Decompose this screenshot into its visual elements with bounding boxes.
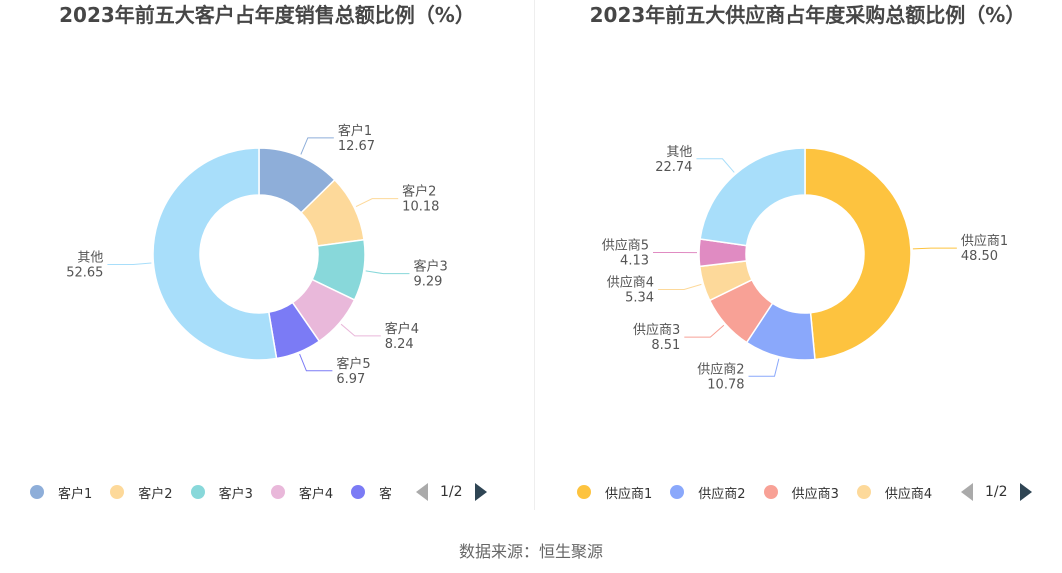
legend-label: 客户4: [298, 486, 334, 502]
legend-item-customer5[interactable]: 客户5: [351, 483, 391, 502]
donut-slice-6[interactable]: [699, 147, 806, 247]
label-leader-line: [748, 358, 780, 377]
legend-dot: [763, 485, 778, 499]
legend-pager: 1/2: [961, 478, 1032, 506]
legend-label: 客户5: [379, 486, 392, 502]
legend-label: 供应商2: [698, 486, 746, 502]
legend-dot: [110, 485, 125, 499]
slice-label-name: 供应商2: [697, 361, 744, 377]
label-leader-line: [696, 158, 735, 173]
label-leader-line: [300, 137, 334, 155]
legend-dot: [856, 485, 871, 499]
label-leader-line: [107, 262, 152, 265]
legend-dot: [577, 485, 591, 499]
label-leader-line: [912, 247, 957, 250]
slice-label-value: 5.34: [625, 290, 654, 305]
next-page-icon[interactable]: [474, 483, 487, 501]
legend-label: 客户2: [138, 486, 173, 502]
chart-title: 2023年前五大客户占年度销售总额比例（%）: [59, 3, 475, 27]
legend-item-supplier4[interactable]: 供应商4: [856, 483, 933, 502]
chart-legend: 客户1 客户2 客户3 客户4 客户5: [30, 478, 391, 506]
legend-pager: 1/2: [416, 478, 487, 506]
slice-label-value: 10.18: [402, 200, 439, 215]
legend-item-customer2[interactable]: 客户2: [110, 483, 173, 502]
slice-label-value: 9.29: [413, 275, 442, 290]
customer-chart-panel: 2023年前五大客户占年度销售总额比例（%） 客户1 12.67 客户2 10.18 客…: [0, 0, 534, 515]
label-leader-line: [340, 323, 381, 337]
legend-label: 供应商4: [884, 486, 933, 502]
slice-label-name: 客户2: [402, 184, 436, 200]
legend-item-customer4[interactable]: 客户4: [270, 483, 334, 502]
slice-label-value: 8.24: [385, 337, 414, 352]
slice-label-value: 8.51: [651, 338, 680, 353]
legend-item-customer3[interactable]: 客户3: [190, 483, 253, 502]
legend-item-supplier3[interactable]: 供应商3: [763, 483, 839, 502]
legend-label: 客户1: [58, 486, 93, 502]
donut-slice-1[interactable]: [804, 147, 912, 361]
legend-label: 客户3: [218, 486, 253, 502]
slice-label-name: 客户3: [413, 259, 447, 275]
label-leader-line: [684, 324, 725, 338]
legend-dot: [270, 485, 285, 499]
legend-dot: [670, 485, 685, 499]
slice-label-name: 供应商1: [961, 233, 1008, 249]
legend-label-clipped: 客户5: [379, 483, 391, 502]
data-source: 数据来源：恒生聚源: [458, 542, 603, 561]
slice-label-name: 客户1: [338, 123, 372, 139]
chart-legend: 供应商1 供应商2 供应商3 供应商4: [577, 478, 933, 506]
label-leader-line: [299, 353, 333, 372]
slice-label-name: 其他: [666, 145, 692, 160]
slice-label-name: 供应商3: [633, 322, 680, 338]
legend-label: 供应商1: [605, 486, 653, 502]
slice-label-value: 10.78: [707, 377, 744, 392]
legend-item-customer1[interactable]: 客户1: [30, 483, 92, 502]
slice-label-value: 48.50: [961, 249, 998, 264]
label-leader-line: [365, 270, 410, 275]
slice-label-value: 6.97: [336, 372, 365, 387]
label-leader-line: [355, 198, 399, 207]
prev-page-icon[interactable]: [416, 483, 428, 501]
legend-item-supplier2[interactable]: 供应商2: [670, 483, 746, 502]
slice-label-name: 客户5: [336, 356, 370, 372]
legend-dot: [351, 485, 366, 499]
slice-label-value: 22.74: [655, 160, 692, 175]
legend-dot: [190, 485, 205, 499]
slice-label-value: 52.65: [66, 265, 103, 280]
legend-dot: [30, 485, 44, 499]
legend-label: 供应商3: [791, 486, 839, 502]
pager-text: 1/2: [440, 484, 463, 500]
slice-label-name: 客户4: [385, 321, 419, 337]
donut-slice-6[interactable]: [152, 147, 278, 361]
legend-label-clipped: 供应商4: [885, 483, 933, 502]
legend-item-supplier1[interactable]: 供应商1: [577, 483, 652, 502]
next-page-icon[interactable]: [1019, 483, 1032, 501]
label-leader-line: [658, 283, 702, 290]
pager-text: 1/2: [985, 484, 1008, 500]
prev-page-icon[interactable]: [961, 483, 973, 501]
chart-title: 2023年前五大供应商占年度采购总额比例（%）: [589, 3, 1026, 27]
slice-label-name: 供应商4: [607, 274, 654, 290]
panel-divider: [534, 0, 535, 510]
slice-label-name: 其他: [77, 250, 103, 265]
slice-label-value: 4.13: [620, 253, 649, 268]
slice-label-name: 供应商5: [602, 237, 649, 253]
supplier-chart-panel: 2023年前五大供应商占年度采购总额比例（%） 供应商1 48.50 供应商2 10.…: [535, 0, 1062, 515]
slice-label-value: 12.67: [338, 139, 375, 154]
